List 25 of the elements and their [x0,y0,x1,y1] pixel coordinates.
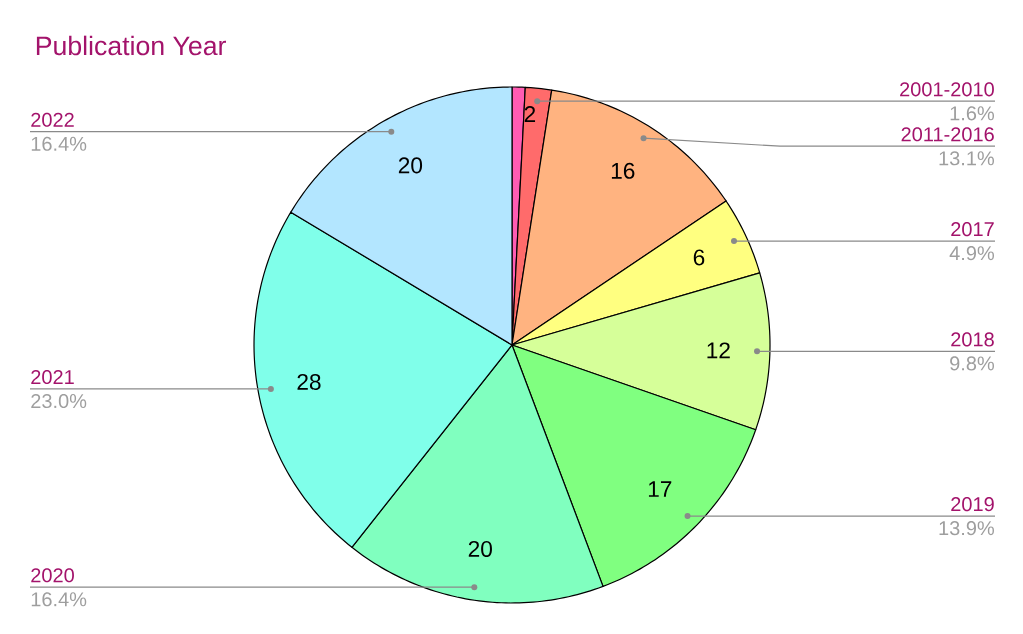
data-label: 12 [707,342,730,359]
data-label: 20 [398,157,423,174]
slice-label: 2020 [31,568,74,583]
slice-label: 2021 [31,369,74,385]
slice-label: 2018 [951,332,994,347]
data-label: 17 [648,481,672,497]
data-label: 28 [297,373,321,391]
chart-title: Publication Year [36,35,226,56]
data-label: 6 [693,249,705,266]
text: 4.9% [949,246,995,261]
text: 23.0% [31,393,87,409]
slice-label: 2017 [951,222,994,237]
text: 16.4% [31,136,87,151]
text: 13.1% [939,151,995,166]
slice-label: 2019 [951,497,994,512]
data-label: 2 [524,106,536,122]
text: 1.6% [950,106,995,121]
text: 9.8% [950,356,995,371]
text: 16.4% [31,592,87,607]
slice-label: 2022 [31,112,74,127]
slice-label: 2001-2010 [900,82,994,97]
text: 13.9% [939,521,995,536]
data-label: 20 [468,540,492,557]
slice-label: 2011-2016 [901,127,994,142]
data-label: 16 [611,162,635,179]
